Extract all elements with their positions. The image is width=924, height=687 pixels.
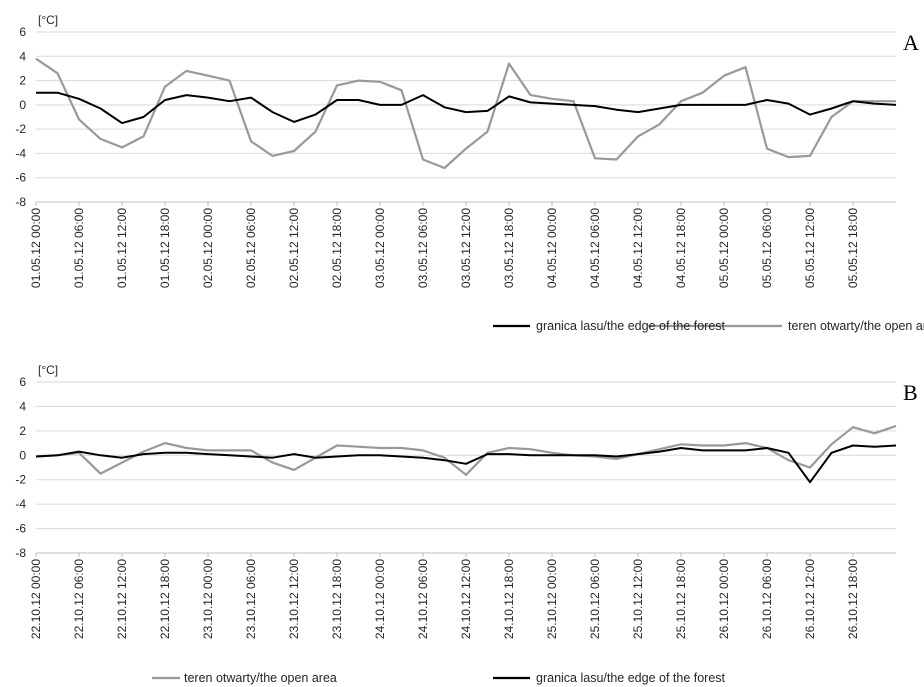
y-tick-label: -2 bbox=[15, 122, 26, 136]
y-tick-label: 2 bbox=[19, 424, 26, 438]
y-tick-label: 0 bbox=[19, 98, 26, 112]
y-tick-label: 4 bbox=[19, 399, 26, 413]
x-tick-label: 05.05.12 18:00 bbox=[846, 208, 860, 288]
y-tick-label: -6 bbox=[15, 522, 26, 536]
legend-label: teren otwarty/the open area bbox=[184, 671, 337, 685]
x-tick-label: 26.10.12 06:00 bbox=[760, 559, 774, 639]
series-line-forest-edge bbox=[36, 91, 897, 125]
y-tick-label: -8 bbox=[15, 546, 26, 560]
x-tick-label: 02.05.12 12:00 bbox=[287, 208, 301, 288]
x-tick-label: 26.10.12 12:00 bbox=[803, 559, 817, 639]
x-tick-label: 02.05.12 00:00 bbox=[201, 208, 215, 288]
x-tick-label: 23.10.12 06:00 bbox=[244, 559, 258, 639]
x-tick-label: 05.05.12 06:00 bbox=[760, 208, 774, 288]
y-tick-label: -8 bbox=[15, 195, 26, 209]
x-tick-label: 25.10.12 06:00 bbox=[588, 559, 602, 639]
x-tick-label: 02.05.12 06:00 bbox=[244, 208, 258, 288]
y-tick-label: 4 bbox=[19, 49, 26, 63]
x-tick-label: 01.05.12 18:00 bbox=[158, 208, 172, 288]
x-tick-label: 05.05.12 12:00 bbox=[803, 208, 817, 288]
chart-panel-b: -8 -6 -4 -2 0 2 4 6 22.10.12 00:00 22.10.12 06:00… bbox=[15, 363, 917, 685]
x-tick-label: 26.10.12 00:00 bbox=[717, 559, 731, 639]
x-tick-label: 03.05.12 00:00 bbox=[373, 208, 387, 288]
legend-label: granica lasu/the edge of the forest bbox=[536, 671, 726, 685]
x-tick-label: 22.10.12 06:00 bbox=[72, 559, 86, 639]
x-tick-label: 03.05.12 12:00 bbox=[459, 208, 473, 288]
series-line-forest-edge bbox=[35, 444, 897, 484]
series-line-open-area bbox=[35, 57, 896, 170]
series-line-open-area bbox=[35, 424, 897, 476]
y-unit-label: [°C] bbox=[38, 13, 58, 27]
y-tick-label: 6 bbox=[19, 25, 26, 39]
x-tick-label: 22.10.12 18:00 bbox=[158, 559, 172, 639]
x-tick-label: 23.10.12 18:00 bbox=[330, 559, 344, 639]
x-tick-label: 24.10.12 00:00 bbox=[373, 559, 387, 639]
x-tick-label: 04.05.12 18:00 bbox=[674, 208, 688, 288]
x-tick-label: 01.05.12 06:00 bbox=[72, 208, 86, 288]
x-tick-label: 05.05.12 00:00 bbox=[717, 208, 731, 288]
y-tick-label: -6 bbox=[15, 171, 26, 185]
x-tick-label: 22.10.12 12:00 bbox=[115, 559, 129, 639]
x-tick-label: 01.05.12 12:00 bbox=[115, 208, 129, 288]
x-tick-label: 04.05.12 00:00 bbox=[545, 208, 559, 288]
y-tick-label: 0 bbox=[19, 448, 26, 462]
x-tick-label: 03.05.12 18:00 bbox=[502, 208, 516, 288]
legend-label: teren otwarty/the open area bbox=[788, 319, 924, 333]
x-tick-label: 03.05.12 06:00 bbox=[416, 208, 430, 288]
x-tick-label: 24.10.12 06:00 bbox=[416, 559, 430, 639]
y-tick-label: 2 bbox=[19, 74, 26, 88]
x-tick-label: 23.10.12 12:00 bbox=[287, 559, 301, 639]
x-tick-label: 04.05.12 12:00 bbox=[631, 208, 645, 288]
y-tick-label: 6 bbox=[19, 375, 26, 389]
y-tick-label: -2 bbox=[15, 473, 26, 487]
panel-letter: B bbox=[903, 380, 918, 405]
x-tick-label: 25.10.12 00:00 bbox=[545, 559, 559, 639]
x-tick-label: 26.10.12 18:00 bbox=[846, 559, 860, 639]
x-tick-label: 25.10.12 12:00 bbox=[631, 559, 645, 639]
panel-letter: A bbox=[903, 30, 919, 55]
y-tick-label: -4 bbox=[15, 497, 26, 511]
x-tick-label: 01.05.12 00:00 bbox=[29, 208, 43, 288]
x-tick-label: 04.05.12 06:00 bbox=[588, 208, 602, 288]
chart-panel-a: -8 -6 -4 -2 0 2 4 6 01.05.12 00:00 01.05.12 06:00… bbox=[15, 13, 924, 333]
x-tick-label: 25.10.12 18:00 bbox=[674, 559, 688, 639]
x-tick-label: 22.10.12 00:00 bbox=[29, 559, 43, 639]
legend-label: granica lasu/the edge of the forest bbox=[536, 319, 726, 333]
y-unit-label: [°C] bbox=[38, 363, 58, 377]
y-tick-label: -4 bbox=[15, 146, 26, 160]
x-tick-label: 23.10.12 00:00 bbox=[201, 559, 215, 639]
x-tick-label: 02.05.12 18:00 bbox=[330, 208, 344, 288]
x-tick-label: 24.10.12 12:00 bbox=[459, 559, 473, 639]
x-tick-label: 24.10.12 18:00 bbox=[502, 559, 516, 639]
